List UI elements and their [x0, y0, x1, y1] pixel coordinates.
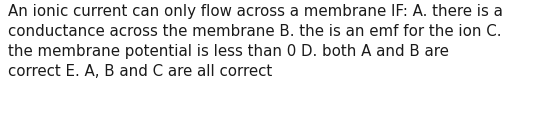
Text: An ionic current can only flow across a membrane IF: A. there is a
conductance a: An ionic current can only flow across a … — [8, 4, 503, 79]
